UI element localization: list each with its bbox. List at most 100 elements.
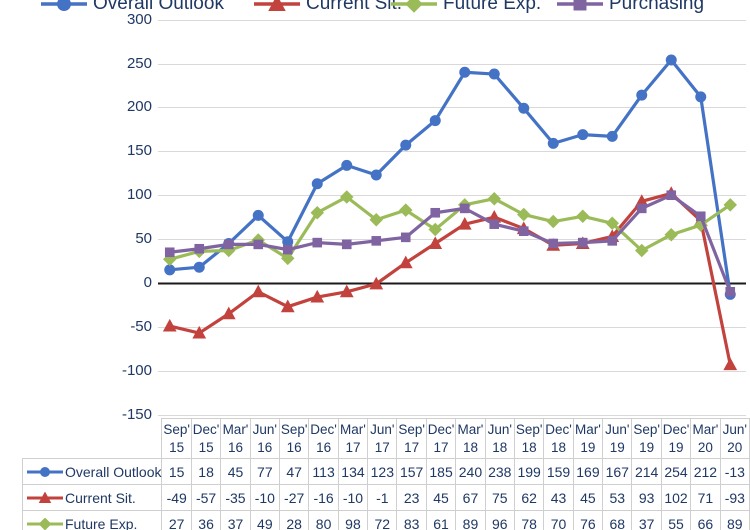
data-point-overall-outlook: [695, 91, 707, 103]
data-point-future-exp: [576, 209, 590, 224]
table-cell: 37: [220, 510, 251, 530]
table-cell: 72: [367, 510, 398, 530]
data-point-purchasing: [518, 226, 529, 236]
table-cell: 66: [690, 510, 721, 530]
data-point-overall-outlook: [164, 264, 176, 276]
table-cell: 28: [278, 510, 310, 530]
data-point-current-sit: [428, 236, 443, 249]
data-point-overall-outlook: [341, 159, 353, 171]
data-point-overall-outlook: [429, 115, 441, 127]
data-point-purchasing: [725, 286, 736, 297]
data-point-overall-outlook: [577, 129, 589, 141]
table-cell: 240: [455, 458, 486, 485]
triangle-glyph: [38, 491, 52, 503]
column-header: Mar' 20: [690, 418, 721, 459]
table-cell: 55: [660, 510, 692, 530]
table-cell: 61: [425, 510, 457, 530]
table-cell: -57: [190, 484, 222, 511]
y-tick-label: 0: [143, 274, 152, 291]
legend-label: Purchasing: [609, 0, 705, 14]
row-header-label: Current Sit.: [65, 489, 136, 506]
data-point-current-sit: [221, 306, 236, 320]
data-table: Sep' 15 Dec' 15 Mar' 16 Jun' 16 Sep' 16 Dec' 16 Mar'…: [21, 418, 750, 530]
column-header: Sep' 16: [278, 418, 310, 459]
table-row-current-sit: Current Sit. -49 -57 -35 -10 -27 -16 -10 -1 23 45 6…: [21, 484, 750, 511]
table-cell: 15: [161, 458, 192, 485]
data-point-purchasing: [636, 203, 647, 214]
legend-label: Current Sit.: [306, 0, 403, 14]
table-cell: 212: [690, 458, 721, 485]
data-point-current-sit: [192, 325, 207, 339]
column-header: Mar' 19: [572, 418, 604, 459]
table-cell: 89: [719, 510, 750, 530]
column-header: Jun' 17: [367, 418, 398, 459]
data-point-future-exp: [428, 222, 442, 237]
column-header: Mar' 16: [220, 418, 251, 459]
data-point-purchasing: [371, 236, 382, 246]
table-cell: -1: [367, 484, 398, 511]
table-corner: [23, 419, 162, 459]
column-header: Dec' 16: [308, 418, 339, 459]
column-header: Mar' 17: [337, 418, 369, 459]
line-triangle-marker-icon: [254, 0, 300, 11]
data-point-purchasing: [282, 244, 293, 255]
data-point-current-sit: [339, 284, 354, 298]
data-point-future-exp: [281, 251, 295, 266]
table-cell: 78: [513, 510, 545, 530]
data-point-overall-outlook: [459, 66, 471, 78]
column-header: Jun' 18: [484, 418, 515, 459]
data-point-purchasing: [312, 237, 323, 248]
table-cell: 53: [602, 484, 633, 511]
data-point-purchasing: [695, 211, 706, 222]
data-point-future-exp: [310, 206, 324, 220]
legend-item-purchasing[interactable]: Purchasing: [556, 0, 704, 17]
legend-item-future-exp[interactable]: Future Exp.: [390, 0, 541, 17]
row-header-label: Future Exp.: [65, 515, 138, 530]
table-cell: 96: [484, 510, 515, 530]
table-cell: 254: [660, 458, 692, 485]
series-line-overall-outlook: [168, 58, 732, 297]
series-line-future-exp: [168, 195, 732, 261]
column-header: Mar' 18: [455, 418, 486, 459]
line-circle-marker-icon: [41, 0, 87, 11]
legend-item-current-sit[interactable]: Current Sit.: [253, 0, 402, 17]
data-point-current-sit: [723, 357, 738, 371]
data-point-purchasing: [164, 247, 175, 258]
table-cell: 159: [543, 458, 574, 485]
legend-item-overall-outlook[interactable]: Overall Outlook: [40, 0, 224, 17]
data-point-overall-outlook: [606, 130, 618, 142]
diamond-glyph: [405, 0, 423, 13]
table-cell: -10: [249, 484, 280, 511]
table-cell: 134: [337, 458, 369, 485]
data-point-overall-outlook: [252, 209, 264, 221]
table-cell: -49: [161, 484, 192, 511]
square-glyph: [573, 0, 587, 11]
column-header: Sep' 18: [513, 418, 545, 459]
table-cell: 37: [631, 510, 662, 530]
legend-label: Overall Outlook: [93, 0, 224, 14]
data-point-current-sit: [162, 318, 177, 332]
y-tick-label: 150: [126, 142, 152, 160]
table-cell: 70: [543, 510, 574, 530]
row-header-label: Overall Outlook: [65, 463, 162, 480]
table-cell: -10: [337, 484, 369, 511]
table-cell: -93: [719, 484, 750, 511]
table-cell: 123: [367, 458, 398, 485]
y-tick-label: 300: [126, 10, 152, 28]
table-cell: 75: [484, 484, 515, 511]
table-cell: 36: [190, 510, 222, 530]
data-point-overall-outlook: [400, 139, 412, 151]
column-header: Jun' 19: [602, 418, 633, 459]
table-cell: 98: [337, 510, 369, 530]
data-point-purchasing: [459, 203, 470, 214]
table-cell: 199: [513, 458, 545, 485]
data-point-purchasing: [577, 237, 588, 248]
data-point-purchasing: [430, 207, 441, 218]
column-header: Sep' 17: [396, 418, 427, 459]
column-header: Sep' 19: [631, 418, 662, 459]
column-header: Dec' 17: [425, 418, 457, 459]
table-cell: 157: [396, 458, 427, 485]
table-cell: 27: [161, 510, 192, 530]
data-point-purchasing: [548, 238, 559, 249]
